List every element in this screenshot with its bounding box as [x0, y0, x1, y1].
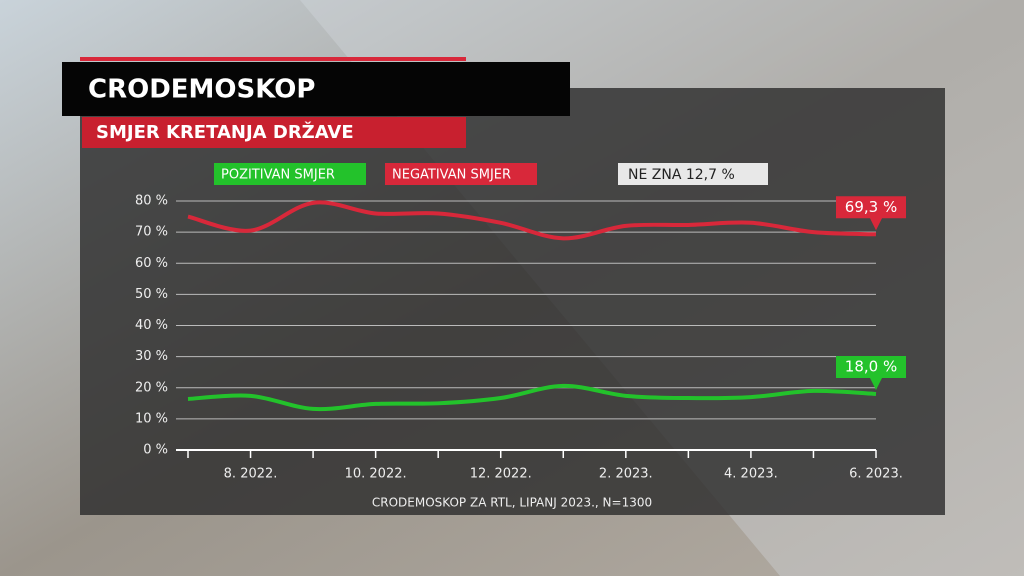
source: CRODEMOSKOP ZA RTL, LIPANJ 2023., N=1300	[372, 496, 652, 510]
x-tick-label: 4. 2023.	[724, 467, 778, 482]
x-tick-label: 8. 2022.	[224, 467, 278, 482]
value-label-box	[836, 196, 906, 231]
x-tick-label: 12. 2022.	[470, 467, 532, 482]
chart-subtitle: SMJER KRETANJA DRŽAVE	[96, 121, 354, 143]
x-tick-label: 6. 2023.	[849, 467, 903, 482]
annotation-box	[618, 163, 768, 185]
title-bar	[62, 62, 570, 116]
value-label-box	[836, 355, 906, 390]
y-tick-label: 50 %	[135, 287, 168, 302]
y-tick-label: 0 %	[143, 443, 168, 458]
legend-label: NEGATIVAN SMJER	[392, 168, 511, 183]
subtitle-bar	[82, 117, 466, 148]
y-tick-label: 40 %	[135, 318, 168, 333]
value-label: 69,3 %	[845, 198, 897, 216]
legend-label: POZITIVAN SMJER	[221, 168, 335, 183]
value-label: 18,0 %	[845, 357, 897, 375]
title-accent	[80, 57, 466, 61]
y-tick-label: 30 %	[135, 349, 168, 364]
annotation: NE ZNA 12,7 %	[628, 167, 735, 183]
legend-swatch	[385, 163, 537, 185]
y-tick-label: 10 %	[135, 411, 168, 426]
y-tick-label: 20 %	[135, 380, 168, 395]
y-tick-label: 70 %	[135, 225, 168, 240]
chart-title: CRODEMOSKOP	[88, 75, 315, 105]
x-tick-label: 10. 2022.	[345, 467, 407, 482]
chart-panel	[80, 88, 945, 515]
y-tick-label: 60 %	[135, 256, 168, 271]
series-line	[187, 383, 877, 412]
legend-swatch	[214, 163, 366, 185]
y-tick-label: 80 %	[135, 194, 168, 209]
series-line	[187, 200, 877, 241]
x-tick-label: 2. 2023.	[599, 467, 653, 482]
